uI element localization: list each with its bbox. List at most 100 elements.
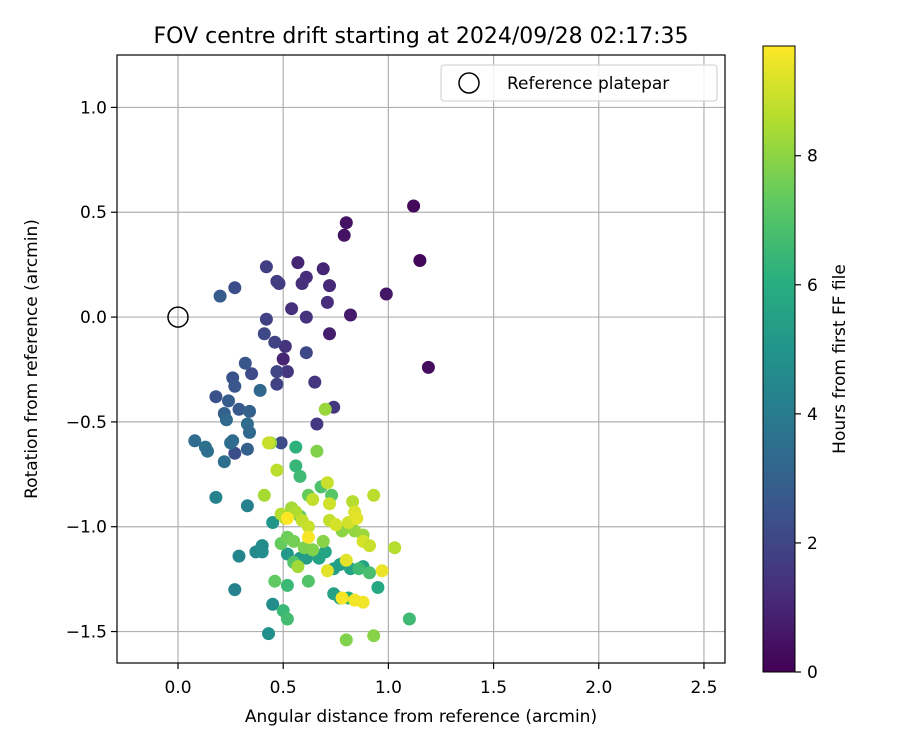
scatter-point bbox=[266, 597, 280, 611]
x-tick-label: 2.5 bbox=[690, 678, 717, 698]
scatter-point bbox=[339, 633, 353, 647]
colorbar-tick-label: 8 bbox=[807, 147, 818, 167]
scatter-point bbox=[274, 436, 288, 450]
scatter-point bbox=[318, 545, 332, 559]
scatter-point bbox=[375, 564, 389, 578]
scatter-point bbox=[346, 495, 360, 509]
scatter-point bbox=[363, 539, 376, 553]
scatter-point bbox=[318, 402, 332, 416]
scatter-point bbox=[228, 379, 242, 393]
scatter-point bbox=[243, 425, 256, 439]
y-tick-label: −1.5 bbox=[66, 623, 107, 643]
scatter-point bbox=[379, 287, 393, 301]
scatter-point bbox=[320, 476, 334, 490]
scatter-point bbox=[240, 499, 254, 513]
scatter-point bbox=[413, 254, 427, 267]
scatter-point bbox=[291, 560, 305, 574]
data-points bbox=[188, 199, 435, 647]
legend-marker bbox=[458, 72, 480, 94]
scatter-point bbox=[270, 377, 284, 391]
scatter-point bbox=[407, 199, 421, 213]
x-tick-label: 0.5 bbox=[270, 678, 297, 698]
scatter-point bbox=[350, 511, 364, 525]
y-tick-label: 0.5 bbox=[80, 203, 107, 223]
scatter-point bbox=[253, 383, 267, 397]
x-axis-ticks: 0.0 0.5 1.0 1.5 2.0 2.5 bbox=[164, 663, 717, 698]
colorbar-tick-label: 6 bbox=[807, 276, 818, 296]
scatter-point bbox=[335, 591, 349, 605]
scatter-point bbox=[262, 627, 275, 641]
scatter-point bbox=[371, 581, 385, 594]
x-tick-label: 2.0 bbox=[585, 678, 612, 698]
scatter-point bbox=[209, 390, 223, 404]
scatter-point bbox=[363, 566, 376, 580]
scatter-point bbox=[348, 593, 362, 607]
x-tick-label: 0.0 bbox=[164, 678, 191, 698]
scatter-point bbox=[213, 289, 227, 303]
scatter-point bbox=[293, 469, 307, 483]
scatter-point bbox=[270, 463, 284, 477]
scatter-point bbox=[259, 312, 273, 326]
legend: Reference platepar bbox=[440, 64, 718, 102]
colorbar-ticks: 0 2 4 6 8 bbox=[795, 147, 818, 683]
colorbar-tick-label: 0 bbox=[807, 663, 818, 683]
scatter-point bbox=[240, 442, 254, 456]
scatter-point bbox=[388, 541, 402, 555]
scatter-point bbox=[299, 346, 313, 360]
scatter-point bbox=[262, 436, 275, 450]
colorbar: 0 2 4 6 8 Hours from first FF file bbox=[762, 45, 850, 683]
scatter-point bbox=[228, 281, 242, 295]
scatter-point bbox=[291, 256, 305, 270]
scatter-point bbox=[301, 530, 315, 544]
scatter-point bbox=[367, 488, 381, 502]
scatter-point bbox=[344, 308, 357, 322]
scatter-point bbox=[310, 444, 324, 458]
scatter-point bbox=[245, 367, 259, 381]
scatter-point bbox=[201, 444, 214, 458]
scatter-point bbox=[301, 520, 315, 534]
scatter-point bbox=[255, 545, 269, 559]
y-tick-label: 0.0 bbox=[80, 308, 107, 328]
grid bbox=[117, 55, 725, 663]
scatter-point bbox=[301, 574, 315, 588]
scatter-point bbox=[257, 488, 271, 502]
reference-point-marker bbox=[167, 306, 189, 328]
scatter-point bbox=[289, 440, 303, 454]
scatter-point bbox=[316, 262, 330, 276]
scatter-point bbox=[320, 295, 334, 309]
scatter-point bbox=[276, 352, 290, 366]
scatter-point bbox=[280, 365, 294, 379]
scatter-point bbox=[306, 493, 320, 506]
scatter-point bbox=[285, 302, 299, 316]
scatter-point bbox=[257, 327, 271, 341]
scatter-point bbox=[402, 612, 416, 626]
scatter-point bbox=[323, 327, 336, 341]
scatter-point bbox=[295, 277, 309, 290]
scatter-point bbox=[280, 578, 294, 592]
scatter-point bbox=[270, 365, 284, 379]
scatter-point bbox=[219, 413, 233, 427]
scatter-point bbox=[308, 375, 322, 389]
scatter-point bbox=[287, 534, 301, 548]
scatter-point bbox=[320, 564, 334, 578]
scatter-point bbox=[323, 279, 336, 293]
scatter-point bbox=[226, 434, 240, 448]
scatter-point bbox=[289, 459, 303, 473]
x-axis-label: Angular distance from reference (arcmin) bbox=[245, 707, 597, 727]
scatter-point bbox=[280, 511, 294, 525]
legend-label: Reference platepar bbox=[507, 74, 669, 94]
y-axis-ticks: −1.5 −1.0 −0.5 0.0 0.5 1.0 bbox=[66, 98, 117, 643]
scatter-point bbox=[232, 549, 246, 563]
y-axis-label: Rotation from reference (arcmin) bbox=[22, 219, 42, 499]
y-tick-label: −0.5 bbox=[66, 413, 107, 433]
plot-frame bbox=[116, 54, 726, 664]
scatter-point bbox=[209, 490, 223, 504]
chart-title: FOV centre drift starting at 2024/09/28 … bbox=[154, 24, 689, 49]
scatter-point bbox=[278, 339, 292, 353]
colorbar-tick-label: 4 bbox=[807, 405, 818, 425]
scatter-point bbox=[188, 434, 202, 448]
scatter-point bbox=[222, 394, 235, 408]
scatter-point bbox=[232, 402, 246, 416]
y-tick-label: −1.0 bbox=[66, 518, 107, 538]
